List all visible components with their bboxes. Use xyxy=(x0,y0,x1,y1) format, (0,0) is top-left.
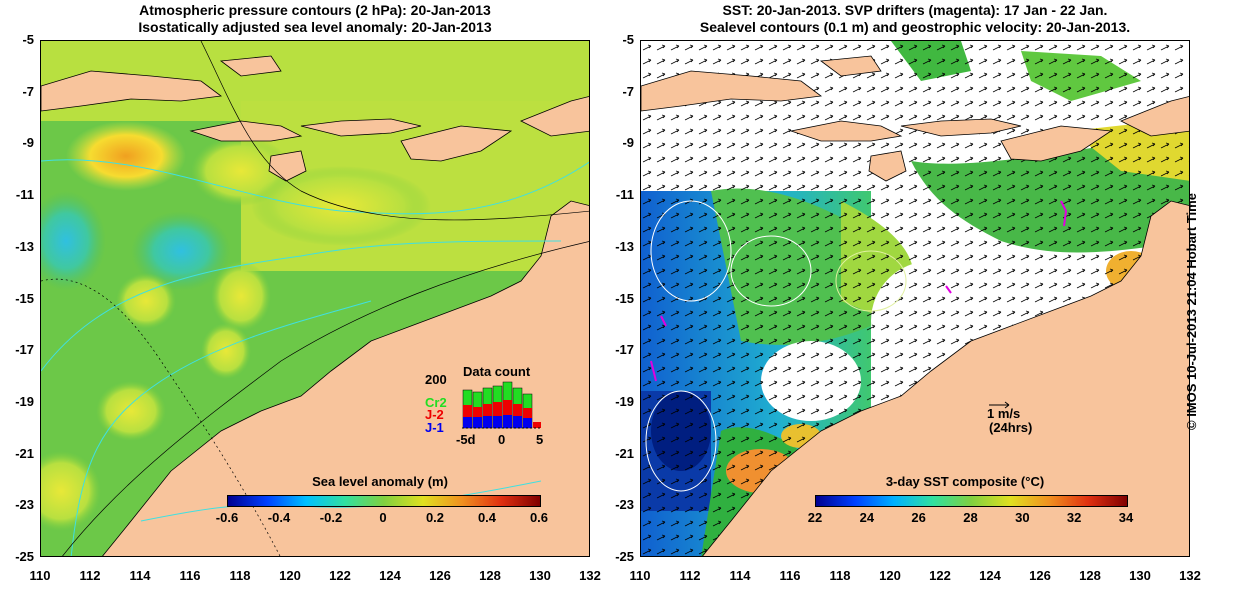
left-colorbar-title: Sea level anomaly (m) xyxy=(312,474,448,489)
y-tick-label: -17 xyxy=(15,342,34,358)
colorbar-tick-label: 26 xyxy=(911,510,926,525)
colorbar-tick-label: 34 xyxy=(1118,510,1134,525)
y-tick-label: -9 xyxy=(22,135,34,151)
x-tick-label: 112 xyxy=(79,568,101,583)
y-tick-label: -19 xyxy=(615,393,634,409)
x-tick-label: 116 xyxy=(779,568,801,583)
right-colorbar xyxy=(815,495,1128,507)
legend-j2: J-2 xyxy=(425,407,444,422)
colorbar-tick-label: -0.2 xyxy=(319,510,343,525)
y-tick-label: -15 xyxy=(15,290,34,306)
colorbar-tick-label: 0 xyxy=(379,510,387,525)
sst-map xyxy=(640,40,1190,557)
y-tick-label: -15 xyxy=(615,290,634,306)
y-tick-label: -19 xyxy=(15,393,34,409)
y-tick-label: -7 xyxy=(622,83,634,99)
colorbar-tick-label: 22 xyxy=(807,510,823,525)
x-tick-label: 124 xyxy=(379,568,401,583)
colorbar-tick-label: 32 xyxy=(1066,510,1082,525)
x-tick-label: 120 xyxy=(279,568,301,583)
velocity-scale-line1: 1 m/s xyxy=(987,406,1021,421)
legend-cr2: Cr2 xyxy=(425,395,447,410)
colorbar-tick-label: 0.2 xyxy=(425,510,445,525)
x-tick-label: 116 xyxy=(179,568,201,583)
y-tick-label: -11 xyxy=(15,187,34,203)
colorbar-tick-label: -0.4 xyxy=(267,510,291,525)
data-count-chart xyxy=(462,381,542,429)
x-tick-label: 126 xyxy=(1029,568,1051,583)
y-tick-label: -5 xyxy=(22,32,34,47)
right-colorbar-title: 3-day SST composite (°C) xyxy=(885,474,1045,489)
x-tick-label: 120 xyxy=(879,568,901,583)
x-tick-label: 128 xyxy=(479,568,501,583)
y-tick-label: -21 xyxy=(615,445,634,461)
right-title: SST: 20-Jan-2013. SVP drifters (magenta)… xyxy=(640,2,1190,36)
x-tick-label: 118 xyxy=(229,568,251,583)
data-count-ylabel: 200 xyxy=(425,372,447,387)
y-tick-label: -23 xyxy=(15,497,34,513)
y-tick-label: -25 xyxy=(615,549,634,564)
legend-j1: J-1 xyxy=(425,420,444,435)
x-tick-label: 130 xyxy=(529,568,551,583)
x-tick-label: 130 xyxy=(1129,568,1151,583)
left-colorbar xyxy=(227,495,541,507)
x-tick-label: 118 xyxy=(829,568,851,583)
x-tick-label: 112 xyxy=(679,568,701,583)
x-tick-label: 114 xyxy=(129,568,151,583)
y-tick-label: -23 xyxy=(615,497,634,513)
data-count-title: Data count xyxy=(463,364,531,379)
y-tick-label: -13 xyxy=(615,238,634,254)
y-tick-label: -11 xyxy=(615,187,634,203)
colorbar-tick-label: -0.6 xyxy=(215,510,239,525)
y-tick-label: -21 xyxy=(15,445,34,461)
right-title-line2: Sealevel contours (0.1 m) and geostrophi… xyxy=(699,19,1131,35)
left-title-line2: Isostatically adjusted sea level anomaly… xyxy=(138,19,492,35)
y-tick-label: -5 xyxy=(622,32,634,47)
x-tick-label: 110 xyxy=(29,568,51,583)
colorbar-tick-label: 0.6 xyxy=(529,510,549,525)
velocity-scale-line2: (24hrs) xyxy=(989,420,1033,435)
colorbar-tick-label: 24 xyxy=(859,510,875,525)
x-tick-label: 126 xyxy=(429,568,451,583)
x-tick-label: 132 xyxy=(579,568,601,583)
colorbar-tick-label: 28 xyxy=(963,510,978,525)
copyright-text: © IMOS 10-Jul-2013 21:04 Hobart Time xyxy=(1184,193,1199,430)
x-tick-label: 110 xyxy=(629,568,651,583)
y-tick-label: -25 xyxy=(15,549,34,564)
y-tick-label: -7 xyxy=(22,83,34,99)
y-tick-label: -17 xyxy=(615,342,634,358)
colorbar-tick-label: 30 xyxy=(1015,510,1030,525)
left-title-line1: Atmospheric pressure contours (2 hPa): 2… xyxy=(139,2,491,18)
y-tick-label: -13 xyxy=(15,238,34,254)
data-count-x-right: 5 xyxy=(536,432,544,447)
x-tick-label: 122 xyxy=(329,568,351,583)
y-tick-label: -9 xyxy=(622,135,634,151)
sea-level-anomaly-map xyxy=(40,40,590,557)
x-tick-label: 124 xyxy=(979,568,1001,583)
x-tick-label: 114 xyxy=(729,568,751,583)
data-count-x-mid: 0 xyxy=(498,432,506,447)
x-tick-label: 128 xyxy=(1079,568,1101,583)
right-title-line1: SST: 20-Jan-2013. SVP drifters (magenta)… xyxy=(722,2,1108,18)
x-tick-label: 122 xyxy=(929,568,951,583)
colorbar-tick-label: 0.4 xyxy=(477,510,497,525)
x-tick-label: 132 xyxy=(1179,568,1201,583)
data-count-bars xyxy=(462,381,541,429)
left-title: Atmospheric pressure contours (2 hPa): 2… xyxy=(40,2,590,36)
data-count-x-left: -5d xyxy=(456,432,476,447)
